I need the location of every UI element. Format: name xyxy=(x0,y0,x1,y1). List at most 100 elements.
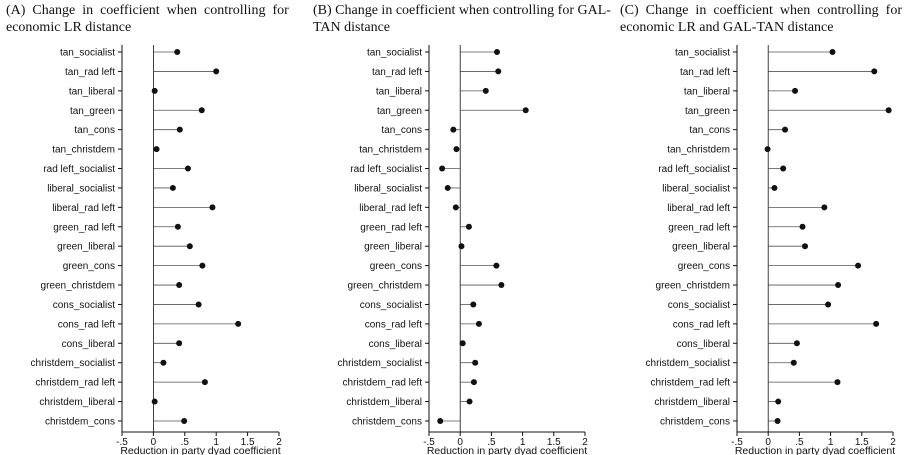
data-point xyxy=(198,107,205,114)
x-tick-label: .5 xyxy=(181,437,190,448)
data-point xyxy=(174,49,181,55)
category-label: tan_rad left xyxy=(65,67,115,78)
x-tick-label: .5 xyxy=(487,437,496,448)
data-point xyxy=(439,165,446,172)
data-point xyxy=(153,146,160,153)
category-label: cons_liberal xyxy=(677,339,730,350)
category-label: green_christdem xyxy=(41,281,115,292)
panel-b: (B) Change in coefficient when controlli… xyxy=(313,3,611,455)
data-point xyxy=(176,282,183,289)
x-tick-label: .5 xyxy=(795,437,804,448)
category-label: liberal_rad left xyxy=(667,203,730,214)
category-label: green_liberal xyxy=(57,242,115,253)
data-point xyxy=(793,340,800,347)
data-point xyxy=(466,398,473,405)
data-point xyxy=(764,146,771,153)
data-point xyxy=(199,262,206,269)
data-point xyxy=(437,417,444,424)
category-label: cons_socialist xyxy=(668,300,730,311)
data-point xyxy=(169,184,176,191)
category-label: tan_liberal xyxy=(69,86,115,97)
category-label: green_rad left xyxy=(668,222,730,233)
category-label: green_cons xyxy=(63,261,115,272)
data-point xyxy=(458,243,465,250)
data-point xyxy=(775,398,782,405)
x-tick-label: 1.5 xyxy=(855,437,869,448)
data-point xyxy=(780,165,787,172)
category-label: cons_liberal xyxy=(62,339,115,350)
category-label: liberal_socialist xyxy=(354,183,422,194)
category-label: rad left_socialist xyxy=(350,164,422,175)
category-label: christdem_cons xyxy=(660,416,730,427)
category-label: green_rad left xyxy=(360,222,422,233)
panel-c-title-line: (C) Change in coefficient when controlli… xyxy=(620,3,902,18)
category-label: tan_socialist xyxy=(367,48,422,59)
category-label: rad left_socialist xyxy=(43,164,115,175)
category-label: tan_rad left xyxy=(372,67,422,78)
data-point xyxy=(498,282,505,289)
data-point xyxy=(522,107,529,114)
data-point xyxy=(821,204,828,211)
x-tick-label: 0 xyxy=(151,437,157,448)
x-tick-label: 0 xyxy=(765,437,771,448)
category-label: christdem_rad left xyxy=(651,378,731,389)
data-point xyxy=(885,107,892,114)
x-tick-label: -.5 xyxy=(116,437,128,448)
category-label: tan_green xyxy=(377,106,422,117)
category-label: rad left_socialist xyxy=(658,164,730,175)
x-tick-label: 1 xyxy=(213,437,219,448)
category-label: green_cons xyxy=(370,261,422,272)
category-label: christdem_liberal xyxy=(39,397,115,408)
data-point xyxy=(472,359,479,366)
data-point xyxy=(465,223,472,230)
x-tick-label: 2 xyxy=(276,437,282,448)
category-label: tan_cons xyxy=(74,125,115,136)
category-label: tan_christdem xyxy=(52,145,115,156)
data-point xyxy=(453,146,460,153)
data-point xyxy=(873,320,880,327)
category-label: tan_liberal xyxy=(684,86,730,97)
x-tick-label: 1.5 xyxy=(547,437,561,448)
panel-b-x-axis-label: Reduction in party dyad coefficient xyxy=(427,445,587,455)
category-label: christdem_liberal xyxy=(654,397,730,408)
category-label: liberal_socialist xyxy=(47,183,115,194)
category-label: cons_socialist xyxy=(53,300,115,311)
category-label: tan_cons xyxy=(381,125,422,136)
category-label: christdem_rad left xyxy=(343,378,423,389)
category-label: green_christdem xyxy=(348,281,422,292)
data-point xyxy=(792,87,799,94)
category-label: tan_christdem xyxy=(359,145,422,156)
category-label: cons_rad left xyxy=(673,319,730,330)
data-point xyxy=(459,340,466,347)
x-tick-label: 0 xyxy=(457,437,463,448)
data-point xyxy=(151,398,158,405)
panel-a-title: (A) Change in coefficient when controlli… xyxy=(6,3,289,35)
data-point xyxy=(782,126,789,133)
category-label: tan_socialist xyxy=(675,48,730,59)
x-tick-label: -.5 xyxy=(423,437,435,448)
data-point xyxy=(825,301,832,308)
panel-b-title: (B) Change in coefficient when controlli… xyxy=(313,3,611,35)
data-point xyxy=(201,379,208,386)
category-label: christdem_socialist xyxy=(31,358,116,369)
data-point xyxy=(774,417,781,424)
category-label: cons_socialist xyxy=(360,300,422,311)
category-label: christdem_cons xyxy=(352,416,422,427)
panel-a-title-line: (A) Change in coefficient when controlli… xyxy=(6,3,289,18)
data-point xyxy=(174,223,181,230)
category-label: tan_green xyxy=(685,106,730,117)
category-label: christdem_rad left xyxy=(36,378,116,389)
category-label: tan_rad left xyxy=(680,67,730,78)
category-label: christdem_socialist xyxy=(646,358,731,369)
panel-c-title: (C) Change in coefficient when controlli… xyxy=(620,3,902,35)
panel-c-x-axis-label: Reduction in party dyad coefficient xyxy=(735,445,895,455)
data-point xyxy=(829,49,836,55)
data-point xyxy=(495,68,502,75)
data-point xyxy=(195,301,202,308)
data-point xyxy=(176,126,183,133)
data-point xyxy=(802,243,809,250)
data-point xyxy=(835,282,842,289)
data-point xyxy=(160,359,167,366)
panel-c: (C) Change in coefficient when controlli… xyxy=(620,3,902,455)
